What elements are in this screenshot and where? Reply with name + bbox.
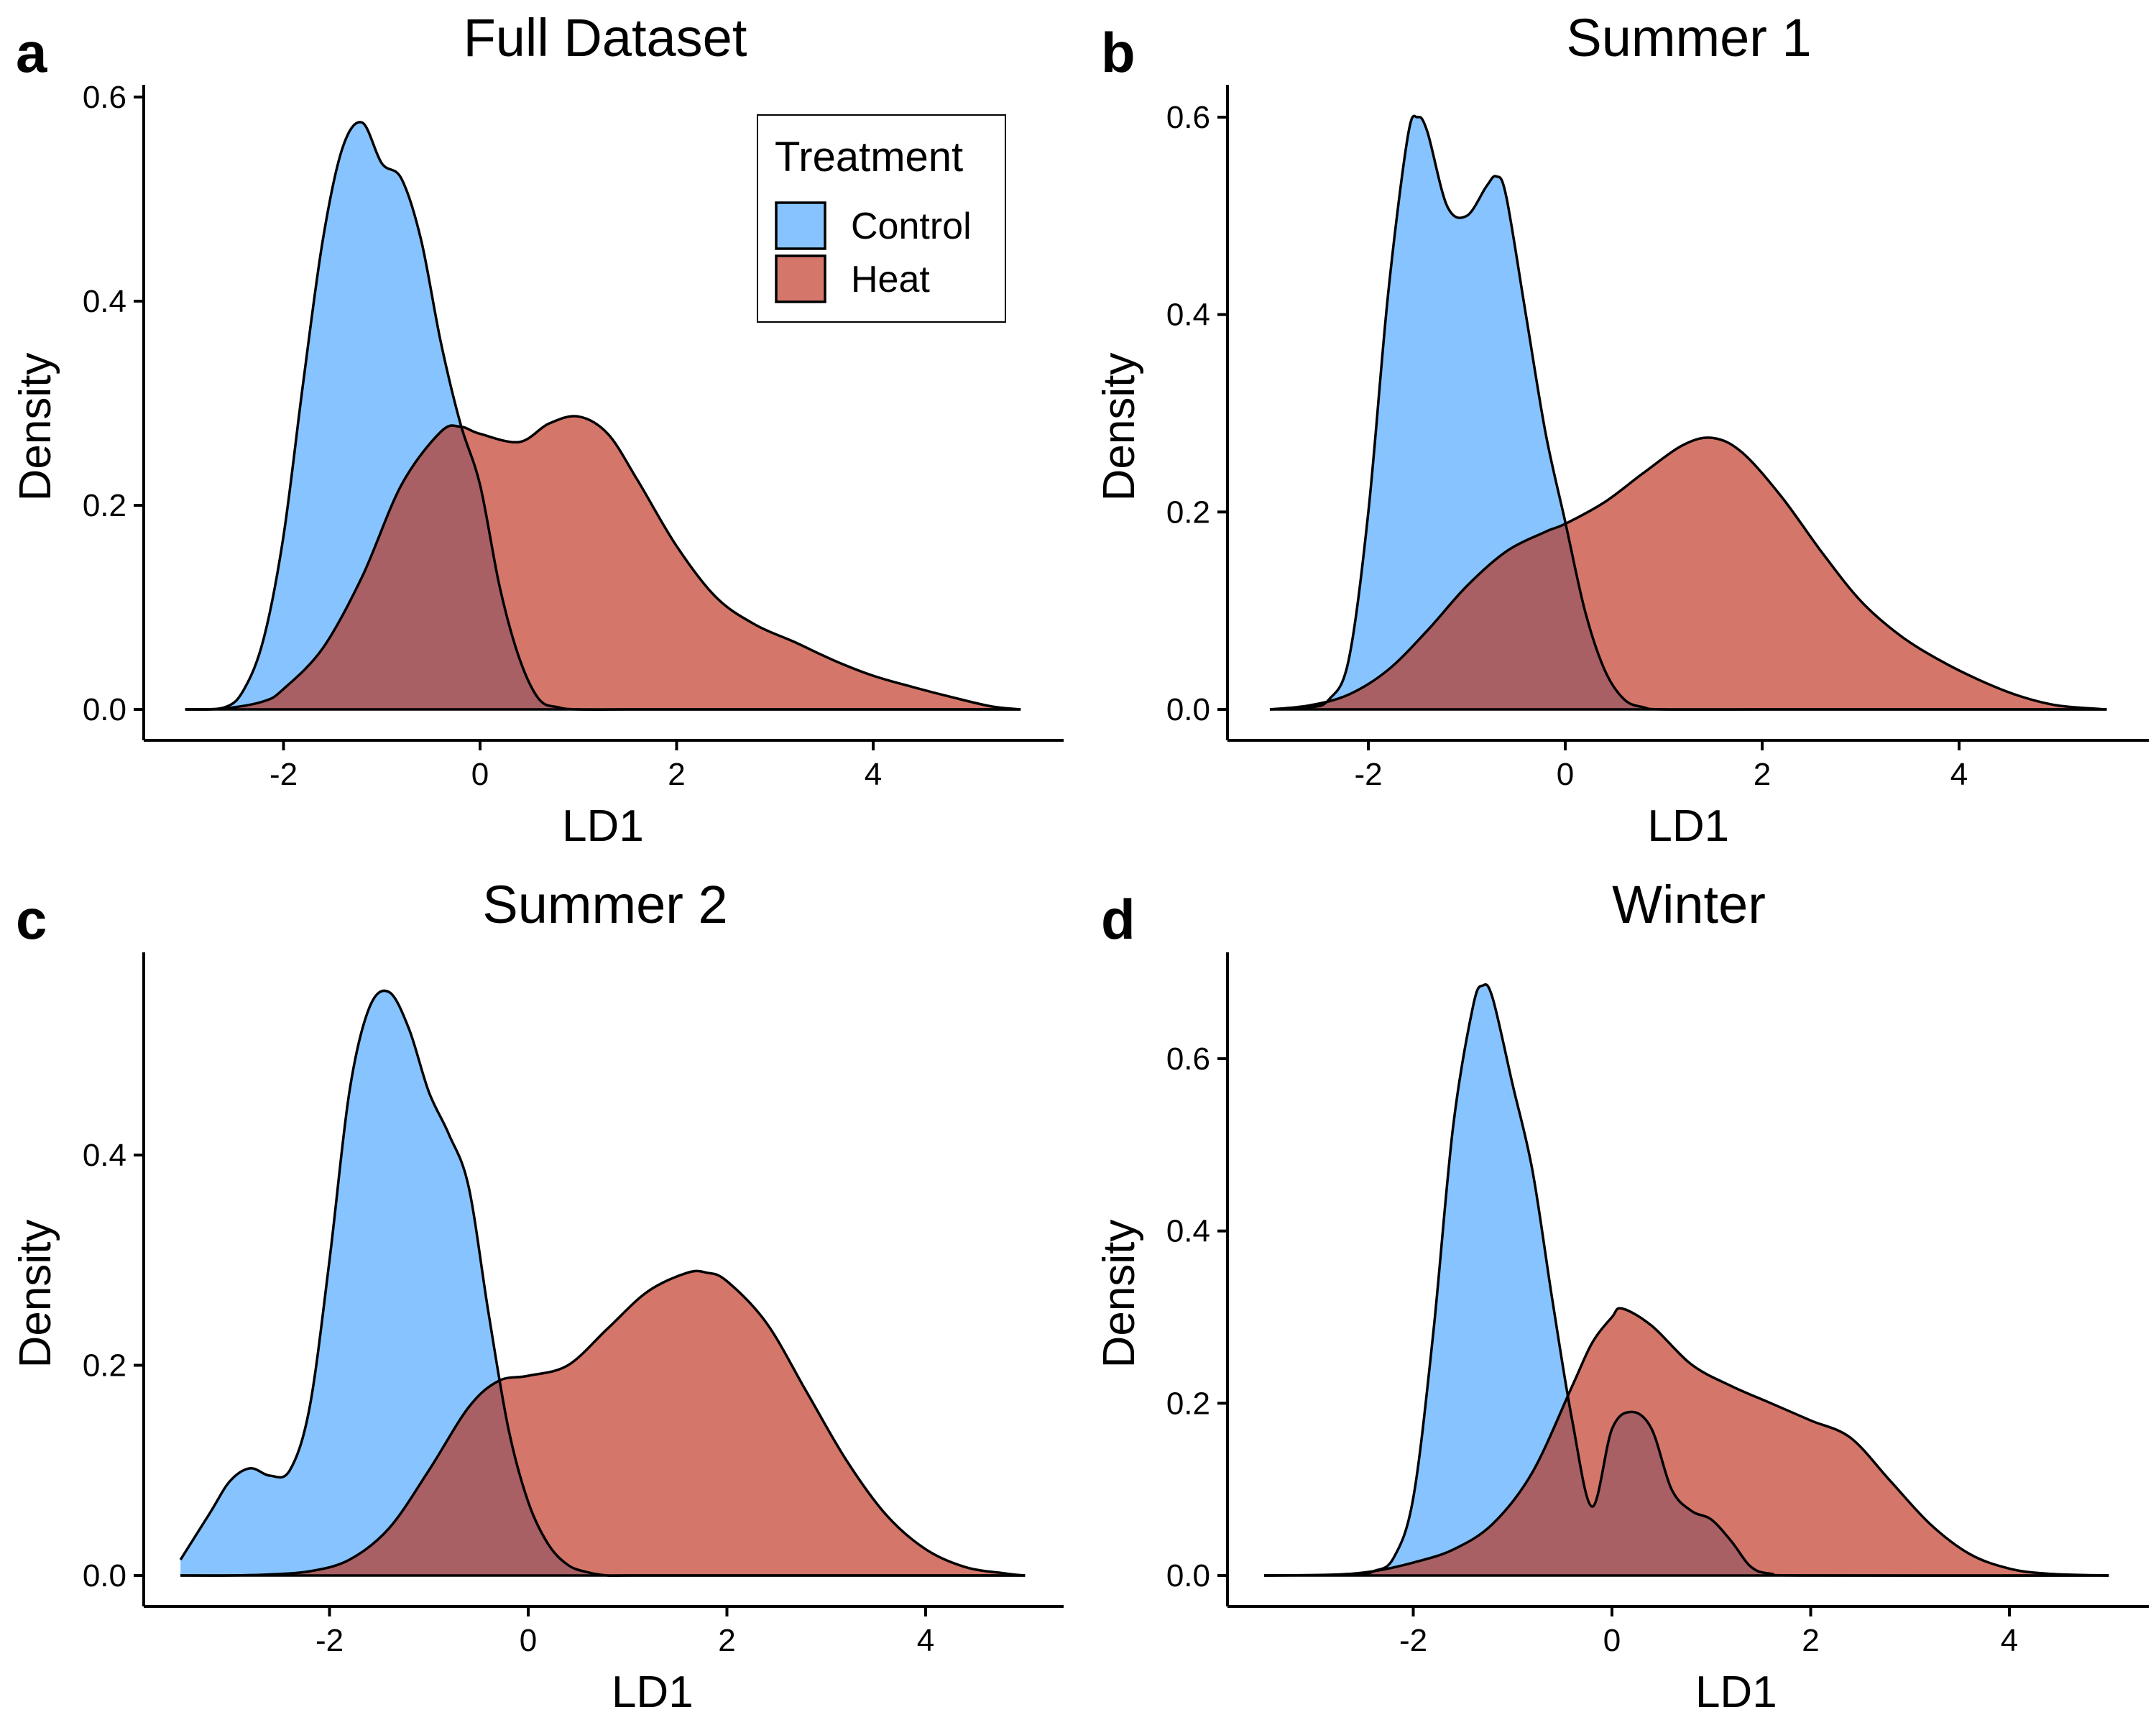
y-axis-label: Density xyxy=(1095,1220,1144,1368)
x-tick-label: 0 xyxy=(520,1623,537,1658)
y-tick-label: 0.2 xyxy=(83,1348,126,1384)
y-tick-label: 0.6 xyxy=(1166,1041,1210,1077)
x-tick-label: -2 xyxy=(315,1623,344,1658)
panel-letter: b xyxy=(1101,21,1135,84)
legend-swatch-control xyxy=(775,201,826,250)
x-tick-label: 0 xyxy=(471,757,489,792)
panel-d: d Winter -2 0 2 4 0.0 0.2 0.4 0.6 LD1 Density xyxy=(1095,875,2149,1717)
y-tick-label: 0.0 xyxy=(83,692,126,727)
density-line-control xyxy=(1264,983,2109,1577)
panel-letter: c xyxy=(16,888,47,951)
panel-title: Summer 1 xyxy=(1566,8,1811,68)
panel-title: Full Dataset xyxy=(464,8,747,68)
legend: Treatment Control Heat xyxy=(757,114,1006,323)
x-tick-label: 4 xyxy=(865,757,882,792)
x-tick-label: 4 xyxy=(2001,1623,2018,1658)
x-tick-label: -2 xyxy=(1354,757,1382,792)
x-tick-label: -2 xyxy=(270,757,298,792)
density-area-heat xyxy=(180,1271,1026,1576)
density-area-control xyxy=(1264,984,2109,1576)
y-tick-label: 0.4 xyxy=(1166,298,1210,333)
density-line-heat xyxy=(1264,1307,2109,1577)
density-line-heat xyxy=(1269,436,2107,711)
legend-label-heat: Heat xyxy=(851,259,930,300)
y-axis-label: Density xyxy=(1095,353,1144,502)
y-tick-label: 0.0 xyxy=(83,1558,126,1593)
x-tick-label: 4 xyxy=(917,1623,934,1658)
density-area-control xyxy=(180,990,1026,1576)
y-tick-label: 0.0 xyxy=(1166,1558,1210,1593)
y-tick-label: 0.2 xyxy=(1166,1386,1210,1421)
y-tick-label: 0.4 xyxy=(83,284,126,319)
panel-title: Summer 2 xyxy=(482,875,727,934)
panel-letter: d xyxy=(1101,888,1135,951)
panel-b: b Summer 1 -2 0 2 4 0.0 0.2 0.4 0.6 LD1 Density xyxy=(1095,8,2149,851)
density-line-heat xyxy=(185,415,1021,711)
density-line-heat xyxy=(180,1269,1026,1577)
x-tick-label: 2 xyxy=(1802,1623,1819,1658)
y-axis-label: Density xyxy=(11,1220,60,1368)
x-tick-label: 0 xyxy=(1557,757,1574,792)
density-area-overlap xyxy=(185,415,1021,709)
panel-a: a Full Dataset -2 0 2 4 0.0 0.2 0.4 0.6 LD1 Density… xyxy=(11,8,1064,851)
panel-title: Winter xyxy=(1612,875,1766,934)
panel-c: c Summer 2 -2 0 2 4 0.0 0.2 0.4 LD1 Density xyxy=(11,875,1064,1717)
legend-title: Treatment xyxy=(775,134,963,180)
x-axis-label: LD1 xyxy=(562,801,644,851)
y-tick-label: 0.4 xyxy=(1166,1214,1210,1249)
y-tick-label: 0.4 xyxy=(83,1138,126,1173)
y-tick-label: 0.6 xyxy=(1166,100,1210,135)
y-tick-label: 0.2 xyxy=(83,488,126,523)
x-tick-label: 2 xyxy=(668,757,685,792)
x-axis-label: LD1 xyxy=(1647,801,1729,851)
x-axis-label: LD1 xyxy=(1695,1668,1777,1717)
y-tick-label: 0.2 xyxy=(1166,494,1210,530)
x-tick-label: 0 xyxy=(1603,1623,1621,1658)
legend-label-control: Control xyxy=(851,206,972,247)
density-area-control xyxy=(1270,116,2107,710)
x-tick-label: -2 xyxy=(1399,1623,1427,1658)
x-tick-label: 2 xyxy=(718,1623,735,1658)
y-tick-label: 0.6 xyxy=(83,80,126,115)
legend-swatch-heat xyxy=(775,254,826,303)
x-axis-label: LD1 xyxy=(612,1668,694,1717)
x-tick-label: 4 xyxy=(1950,757,1968,792)
y-tick-label: 0.0 xyxy=(1166,692,1210,727)
density-area-heat xyxy=(1264,1308,2109,1576)
y-axis-label: Density xyxy=(11,353,60,502)
panel-letter: a xyxy=(16,21,47,84)
x-tick-label: 2 xyxy=(1754,757,1771,792)
